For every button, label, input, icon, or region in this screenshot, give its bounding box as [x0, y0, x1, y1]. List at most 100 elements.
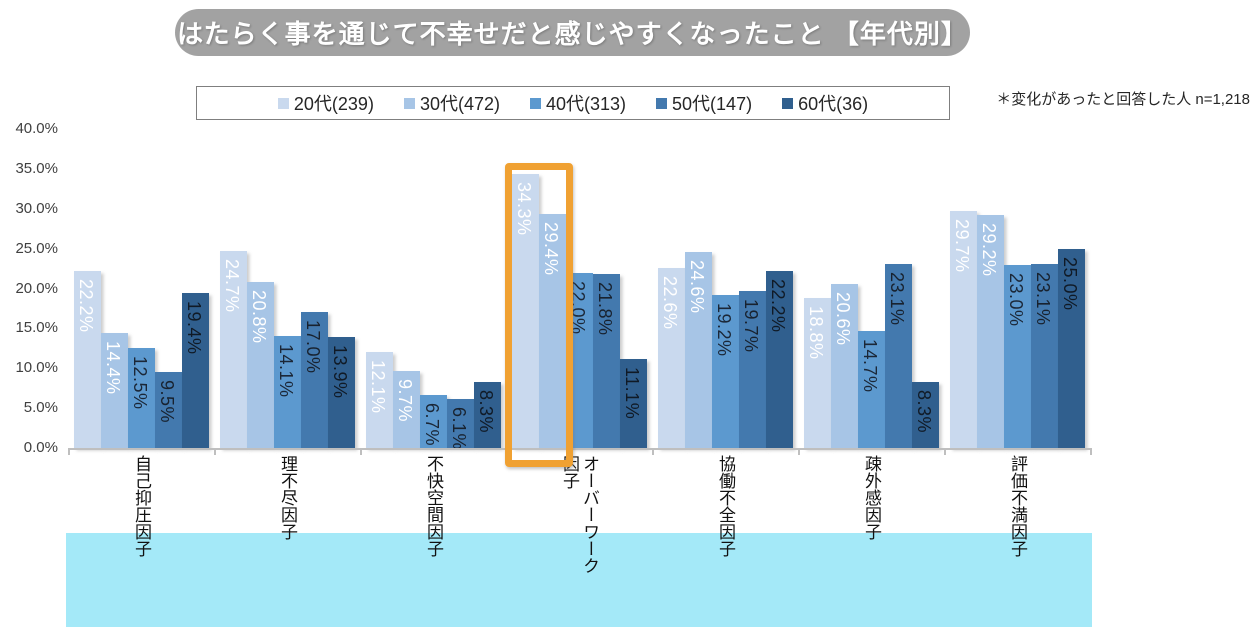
y-axis-tick-label: 35.0% — [15, 159, 58, 177]
bar-value-label: 19.7% — [741, 298, 761, 353]
bar — [803, 298, 831, 448]
legend-item: 20代(239) — [277, 90, 374, 116]
x-axis-tick — [68, 448, 70, 455]
highlight-box — [504, 163, 573, 467]
bar-value-label: 22.6% — [660, 275, 680, 330]
bar — [127, 348, 155, 448]
bar — [300, 312, 328, 448]
bar-value-label: 20.6% — [833, 291, 853, 346]
bar-value-label: 25.0% — [1060, 256, 1080, 311]
bar — [619, 359, 647, 448]
bar-value-label: 12.5% — [130, 356, 150, 410]
bar-value-label: 17.0% — [303, 320, 323, 374]
chart-title: はたらく事を通じて不幸せだと感じやすくなったこと 【年代別】 — [177, 19, 968, 49]
bar — [100, 333, 128, 448]
bar — [392, 370, 420, 448]
x-axis-tick — [944, 448, 946, 455]
legend-swatch — [529, 97, 541, 109]
bar-value-label: 21.8% — [595, 282, 615, 336]
bottom-highlight-band — [66, 533, 1092, 627]
bar-value-label: 11.1% — [622, 367, 642, 420]
legend-item: 60代(36) — [782, 90, 868, 116]
x-axis-tick — [652, 448, 654, 455]
bar-value-label: 12.1% — [368, 359, 388, 414]
bar — [884, 263, 912, 448]
bar-value-label: 29.7% — [952, 219, 972, 273]
bar — [511, 174, 539, 448]
bar-value-label: 20.8% — [249, 290, 269, 344]
legend-item: 40代(313) — [529, 90, 627, 116]
bar-value-label: 6.1% — [449, 407, 469, 451]
legend-label: 50代(147) — [672, 94, 753, 114]
bar — [684, 251, 712, 448]
title-banner: はたらく事を通じて不幸せだと感じやすくなったこと 【年代別】 — [175, 9, 970, 56]
bar-value-label: 9.7% — [395, 378, 415, 422]
bar — [1003, 264, 1031, 448]
bar-value-label: 19.2% — [714, 302, 734, 357]
legend: 20代(239) 30代(472) 40代(313) 50代(147) 60代(36) — [196, 86, 950, 120]
sample-size-note: ＊変化があったと回答した人 n=1,218 — [996, 91, 1250, 108]
legend-swatch — [782, 97, 794, 109]
bar — [446, 399, 474, 448]
bar — [473, 381, 501, 448]
bar — [154, 372, 182, 448]
bar — [246, 282, 274, 448]
x-axis-tick — [798, 448, 800, 455]
legend-label: 30代(472) — [419, 94, 500, 114]
bar-value-label: 29.2% — [979, 223, 999, 277]
bar-value-label: 24.6% — [687, 259, 707, 314]
y-axis-tick-label: 40.0% — [15, 120, 58, 137]
category-label: 不快空間因子 — [424, 455, 443, 557]
category-label: 自己抑圧因子 — [132, 455, 151, 557]
bar — [327, 337, 355, 448]
bar — [273, 335, 301, 448]
y-axis-tick-label: 20.0% — [15, 279, 58, 297]
category-label: 疎外感因子 — [862, 455, 881, 540]
bar-value-label: 8.3% — [914, 389, 934, 433]
category-label: 評価不満因子 — [1008, 455, 1027, 557]
bar — [1030, 263, 1058, 448]
bar — [1057, 248, 1085, 448]
bar — [73, 270, 101, 448]
bar — [219, 251, 247, 448]
bar-value-label: 14.4% — [103, 341, 123, 395]
bar-value-label: 8.3% — [476, 389, 496, 433]
bar — [592, 274, 620, 448]
bar-value-label: 13.9% — [330, 345, 350, 399]
legend-label: 40代(313) — [545, 94, 627, 114]
y-axis-tick-label: 5.0% — [23, 399, 58, 417]
bar — [830, 283, 858, 448]
bar — [365, 351, 393, 448]
bar-value-label: 22.2% — [76, 278, 96, 333]
legend-swatch — [403, 97, 415, 109]
legend-label: 20代(239) — [293, 94, 374, 114]
x-axis-line — [68, 448, 1090, 450]
bar — [538, 213, 566, 448]
bar — [949, 211, 977, 448]
x-axis-tick — [360, 448, 362, 455]
bar — [657, 267, 685, 448]
category-label: オーバーワーク 因子 — [560, 455, 599, 574]
bar — [857, 330, 885, 448]
legend-swatch — [656, 97, 668, 109]
legend-swatch — [277, 97, 289, 109]
legend-item: 50代(147) — [656, 90, 752, 116]
bar — [976, 215, 1004, 448]
y-axis-tick-label: 15.0% — [15, 319, 58, 337]
bar-value-label: 14.1% — [276, 343, 296, 398]
bar — [181, 293, 209, 448]
x-axis-tick — [1090, 448, 1092, 455]
bar-value-label: 6.7% — [422, 402, 442, 446]
bar-value-label: 23.1% — [887, 271, 907, 326]
bar-value-label: 23.0% — [1006, 272, 1026, 327]
y-axis-tick-label: 0.0% — [23, 439, 58, 456]
bar — [419, 394, 447, 448]
bar-value-label: 18.8% — [806, 306, 826, 360]
bar — [738, 290, 766, 448]
bar-value-label: 24.7% — [222, 259, 242, 313]
bar-value-label: 23.1% — [1033, 271, 1053, 326]
bar — [711, 294, 739, 448]
bar-value-label: 9.5% — [157, 380, 177, 424]
